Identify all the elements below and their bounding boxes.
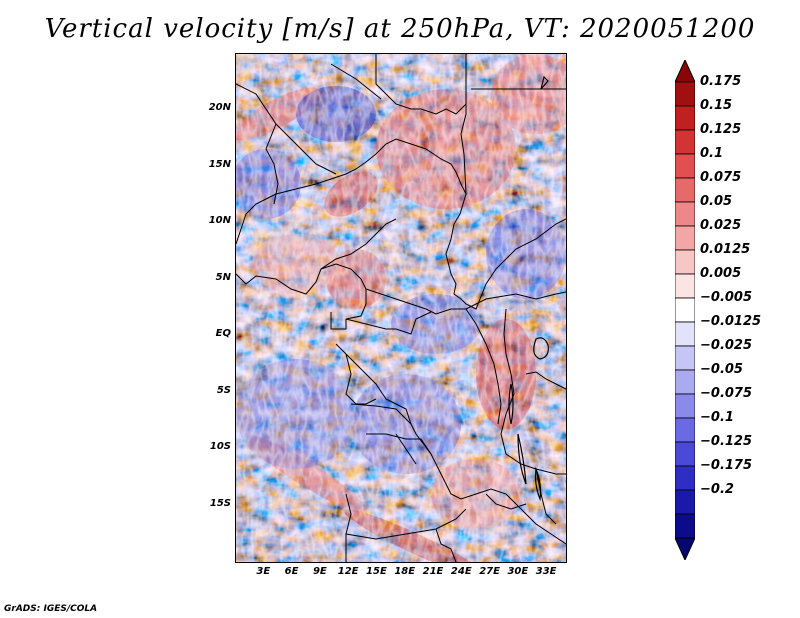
colorbar-swatch [675,105,695,131]
lon-label: 12E [337,566,359,577]
colorbar-bottom-arrow [675,537,695,560]
colorbar-label: 0.125 [700,122,742,137]
lakes [508,75,549,502]
lon-label: 21E [422,566,444,577]
lat-label: 15N [208,158,231,170]
colorbar [675,60,695,560]
colorbar-label: −0.1 [700,410,734,425]
lon-label: 3E [256,566,271,577]
lat-label: EQ [215,328,231,340]
colorbar-swatch [675,297,695,323]
colorbar-swatch [675,321,695,347]
colorbar-swatch [675,465,695,491]
colorbar-label: 0.025 [700,218,742,233]
lon-label: 15E [366,566,387,577]
colorbar-label: −0.05 [700,362,743,377]
lat-label: 10N [208,215,231,227]
lat-label: 5N [215,271,231,283]
colorbar-label: 0.005 [700,266,742,281]
colorbar-swatch [675,441,695,467]
colorbar-label: 0.15 [700,98,733,113]
colorbar-label: 0.175 [700,74,742,89]
velocity-map [235,53,567,563]
lat-label: 15S [209,497,231,509]
lon-label: 27E [479,566,500,577]
lon-label: 33E [535,566,557,577]
colorbar-swatch [675,489,695,515]
colorbar-swatch [675,273,695,299]
colorbar-swatch [675,129,695,155]
colorbar-swatch [675,417,695,443]
colorbar-swatch [675,153,695,179]
map-title: Vertical velocity [m/s] at 250hPa, VT: 2… [44,14,756,44]
lat-label: 10S [209,441,231,453]
colorbar-swatch [675,225,695,251]
colorbar-label: 0.075 [700,170,742,185]
country-boundaries [236,54,566,562]
colorbar-label: 0.1 [700,146,724,161]
colorbar-swatch [675,513,695,539]
colorbar-swatch [675,345,695,371]
colorbar-label: −0.075 [700,386,753,401]
colorbar-label: 0.0125 [700,242,751,257]
colorbar-label: −0.005 [700,290,753,305]
colorbar-swatch [675,393,695,419]
colorbar-swatch [675,81,695,107]
lon-label: 9E [312,566,327,577]
lat-label: 5S [216,384,231,396]
colorbar-label: 0.05 [700,194,733,209]
colorbar-label: −0.125 [700,434,753,449]
lon-label: 18E [394,566,416,577]
colorbar-label: −0.2 [700,482,734,497]
lon-label: 24E [450,566,472,577]
colorbar-swatch [675,201,695,227]
colorbar-swatch [675,177,695,203]
lon-label: 30E [507,566,529,577]
velocity-field [236,54,566,562]
colorbar-top-arrow [675,60,695,83]
lon-label: 6E [284,566,299,577]
colorbar-label: −0.175 [700,458,753,473]
colorbar-swatch [675,249,695,275]
grads-credit: GrADS: IGES/COLA [4,604,98,614]
colorbar-label: −0.0125 [700,314,762,329]
colorbar-label: −0.025 [700,338,753,353]
lat-label: 20N [208,102,231,114]
colorbar-swatch [675,369,695,395]
